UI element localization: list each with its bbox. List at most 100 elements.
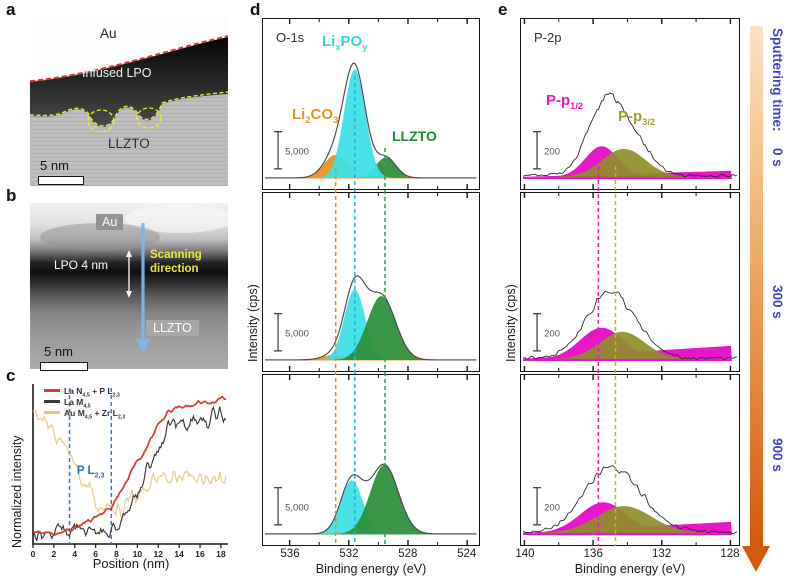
sputtering-time-arrow-shaft bbox=[750, 26, 763, 548]
x-tick-label: 132 bbox=[652, 548, 672, 560]
legend-label: La N4,5 + P L2,3 bbox=[64, 385, 120, 399]
line-profile-chart: 0 2 4 6 8 10 12 14 16 18 bbox=[31, 384, 228, 559]
c-x-tick: 10 bbox=[133, 549, 143, 559]
raw-spectrum-trace bbox=[522, 92, 737, 178]
b-scalebar-label: 5 nm bbox=[44, 344, 73, 359]
b-llzto-label: LLZTO bbox=[146, 320, 199, 336]
envelope-line bbox=[265, 275, 476, 361]
p12-peak bbox=[523, 146, 732, 179]
sputtering-time-arrowhead-icon bbox=[742, 546, 770, 572]
legend-item: La N4,5 + P L2,3 bbox=[44, 385, 125, 399]
au-lpo-interface-line bbox=[29, 35, 229, 82]
xps-o1s-panel-900s: 5,000 bbox=[262, 374, 480, 546]
c-x-tick: 8 bbox=[114, 549, 119, 559]
xps-p2p-panel-0s: 200 bbox=[520, 18, 740, 190]
c-x-tick: 14 bbox=[174, 549, 184, 559]
tem-image-a bbox=[29, 16, 229, 186]
panel-label-d: d bbox=[250, 0, 261, 19]
tem-image-b bbox=[30, 203, 235, 369]
au-region bbox=[30, 16, 228, 81]
c-x-tick: 2 bbox=[52, 549, 57, 559]
legend-label: Au M4,5 + Zr L2,3 bbox=[64, 407, 126, 421]
tem-b-graphic bbox=[30, 203, 235, 369]
c-y-axis-label: Normalized intensity bbox=[10, 435, 24, 548]
b-au-label: Au bbox=[96, 214, 124, 230]
x-tick-label: 524 bbox=[457, 548, 477, 560]
a-scalebar-label: 5 nm bbox=[40, 158, 69, 173]
lpo-thickness-arrowhead-up bbox=[126, 250, 132, 257]
xps-o1s-panel-0s: 5,000 bbox=[262, 18, 480, 190]
d-region-label: O-1s bbox=[276, 30, 305, 45]
e-region-label: P-2p bbox=[534, 30, 562, 45]
x-tick-label: 128 bbox=[720, 548, 740, 560]
d-llzto-label: LLZTO bbox=[392, 128, 437, 144]
c-x-tick: 18 bbox=[216, 549, 226, 559]
intensity-scalebar-label: 5,000 bbox=[285, 328, 309, 339]
d-x-axis-label: Binding energy (eV) bbox=[315, 562, 427, 576]
intensity-scalebar-label: 5,000 bbox=[285, 146, 309, 157]
envelope-line bbox=[265, 62, 476, 179]
lpo-band bbox=[30, 37, 228, 128]
c-annotation-pl23: P L2,3 bbox=[76, 464, 105, 479]
legend-item: La M4,5 bbox=[44, 396, 125, 410]
c-x-axis-label: Position (nm) bbox=[92, 556, 170, 571]
e-x-axis-label: Binding energy (eV) bbox=[574, 562, 686, 576]
e-y-axis-label: Intensity (cps) bbox=[504, 284, 518, 362]
c-x-tick: 12 bbox=[154, 549, 164, 559]
panel-label-a: a bbox=[6, 0, 16, 19]
intensity-scalebar-label: 200 bbox=[544, 328, 560, 339]
a-infused-lpo-label: Infused LPO bbox=[82, 66, 152, 80]
sputtering-time-300s: 300 s bbox=[770, 285, 785, 319]
envelope-line bbox=[265, 463, 476, 535]
d-y-axis-label: Intensity (cps) bbox=[246, 284, 260, 362]
component-peak bbox=[265, 464, 477, 534]
legend-swatch bbox=[44, 389, 60, 392]
d-lixpoy-label: LixPOy bbox=[322, 33, 368, 52]
c-x-tick: 16 bbox=[195, 549, 205, 559]
a-au-label: Au bbox=[100, 26, 117, 41]
c-legend: La N4,5 + P L2,3 La M4,5 Au M4,5 + Zr L2,3 bbox=[44, 385, 126, 421]
b-scalebar bbox=[40, 362, 88, 371]
intensity-scalebar-label: 5,000 bbox=[285, 502, 309, 513]
component-peak bbox=[265, 296, 477, 360]
a-llzto-label: LLZTO bbox=[108, 136, 150, 151]
intensity-scalebar-label: 200 bbox=[544, 502, 560, 513]
legend-swatch bbox=[44, 411, 60, 414]
tem-a-graphic bbox=[29, 16, 229, 186]
lpo-thickness-arrowhead-down bbox=[126, 291, 132, 298]
e-pp12-label: P-p1/2 bbox=[546, 92, 584, 111]
c-x-tick: 6 bbox=[93, 549, 98, 559]
p32-peak bbox=[523, 148, 737, 177]
c-series-line bbox=[32, 409, 227, 522]
p32-peak bbox=[523, 331, 737, 359]
xps-p2p-panel-900s: 200 bbox=[520, 374, 740, 546]
intensity-scalebar-label: 200 bbox=[544, 146, 560, 157]
x-tick-label: 136 bbox=[583, 548, 603, 560]
c-x-tick: 4 bbox=[72, 549, 77, 559]
sputtering-time-title: Sputtering time: bbox=[770, 28, 785, 132]
e-pp32-label: P-p3/2 bbox=[618, 108, 656, 127]
legend-item: Au M4,5 + Zr L2,3 bbox=[44, 407, 126, 421]
sputtering-time-0s: 0 s bbox=[770, 148, 785, 167]
interface-loop bbox=[136, 107, 162, 129]
legend-label: La M4,5 bbox=[64, 396, 91, 410]
x-tick-label: 140 bbox=[515, 548, 535, 560]
x-tick-label: 528 bbox=[398, 548, 418, 560]
panel-label-b: b bbox=[6, 186, 17, 205]
sputtering-time-900s: 900 s bbox=[770, 438, 785, 472]
component-peak bbox=[265, 354, 477, 360]
component-peak bbox=[265, 69, 477, 178]
x-tick-label: 536 bbox=[280, 548, 300, 560]
raw-spectrum-trace bbox=[522, 465, 738, 535]
a-scalebar bbox=[38, 176, 84, 185]
xps-p2p-panel-300s: 200 bbox=[520, 192, 740, 372]
xps-o1s-panel-300s: 5,000 bbox=[262, 192, 480, 372]
d-x-axis-ticks: 536 532 528 524 bbox=[262, 548, 480, 562]
panel-label-c: c bbox=[6, 366, 16, 385]
c-series-line bbox=[32, 395, 227, 537]
b-scanning-direction-label: Scanning direction bbox=[150, 249, 202, 276]
e-x-axis-ticks: 140 136 132 128 bbox=[515, 548, 740, 562]
panel-label-e: e bbox=[498, 0, 508, 19]
interface-loop bbox=[87, 109, 115, 133]
